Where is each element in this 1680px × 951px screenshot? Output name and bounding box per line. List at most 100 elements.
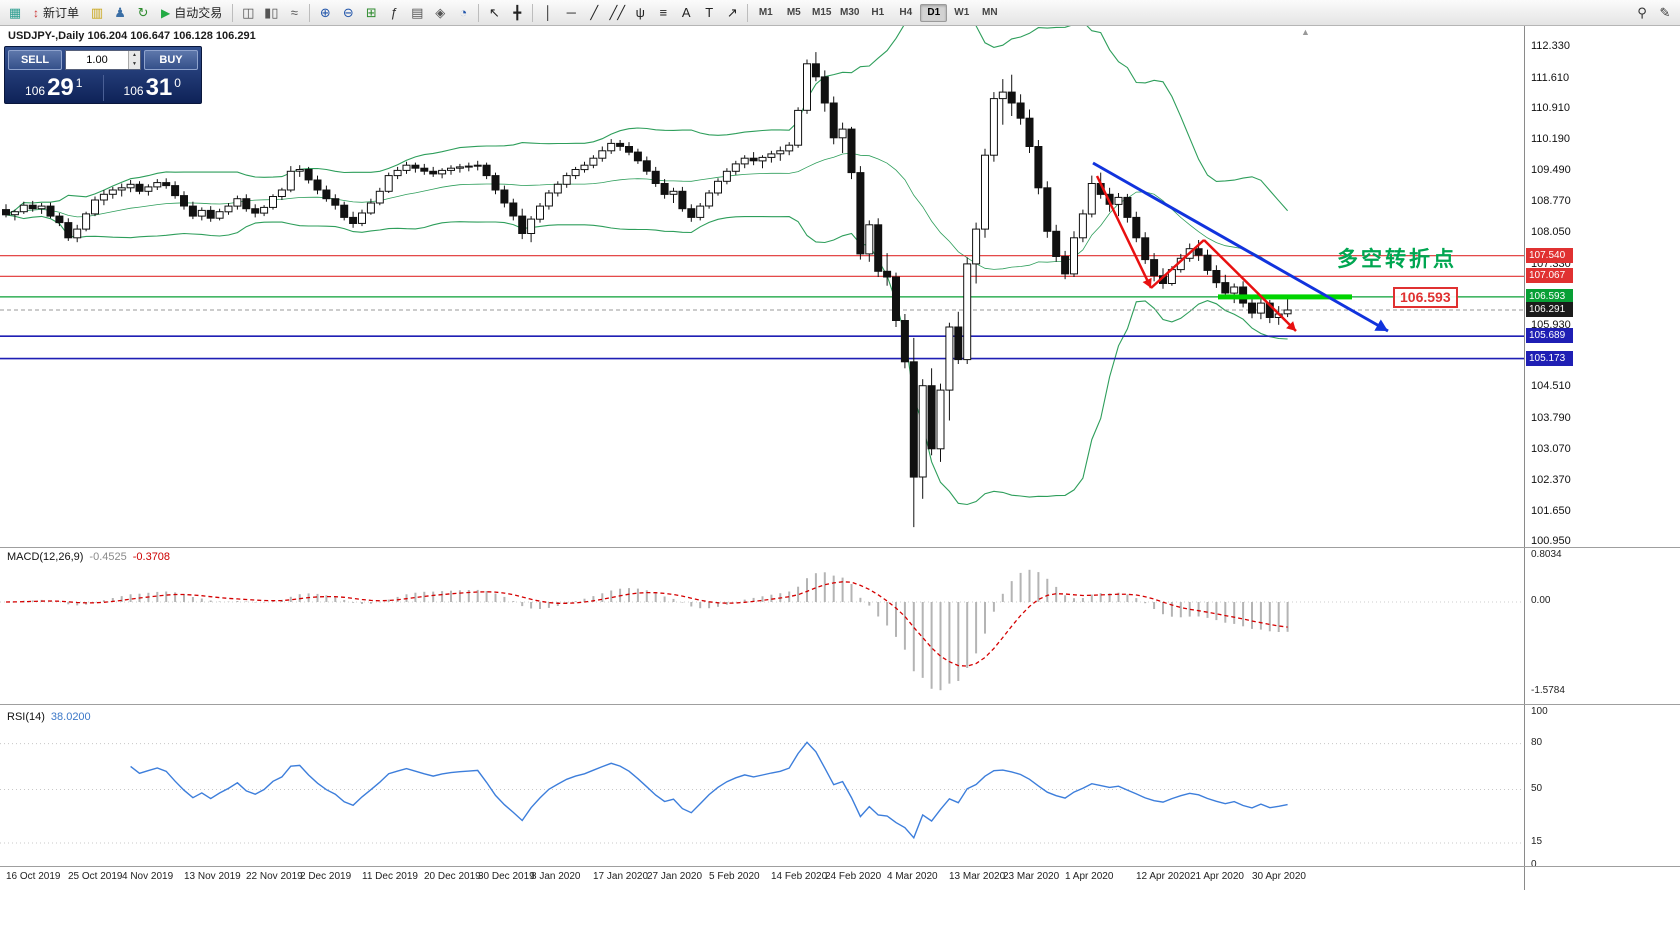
turning-point-annotation[interactable]: 多空转折点	[1337, 248, 1457, 271]
rsi-name: RSI(14)	[7, 711, 45, 723]
new-order-button[interactable]: ↕ 新订单	[27, 3, 85, 23]
auto-trading-button[interactable]: ▶ 自动交易	[155, 3, 228, 23]
buy-price[interactable]: 106 31 0	[104, 73, 202, 101]
zoom-in-icon[interactable]: ⊕	[319, 4, 331, 20]
rsi-scale-label: 15	[1531, 836, 1543, 847]
data-window-icon[interactable]: ▤	[411, 4, 424, 20]
search-icon[interactable]: ⚲	[1637, 4, 1647, 20]
rsi-value: 38.0200	[50, 711, 91, 723]
chart-window-icon[interactable]: ▦	[8, 4, 22, 20]
date-label: 16 Oct 2019	[6, 871, 61, 882]
macd-histogram	[13, 569, 1289, 691]
panel-separator[interactable]	[0, 866, 1680, 867]
cursor-icon[interactable]: ↖	[488, 4, 500, 20]
price-level-label[interactable]: 106.593	[1393, 287, 1458, 308]
date-label: 4 Mar 2020	[887, 871, 938, 882]
period-icon[interactable]: ◔	[459, 5, 468, 20]
price-tick-label: 103.790	[1531, 412, 1571, 424]
price-tag-107.067: 107.067	[1526, 268, 1573, 283]
macd-indicator-label: MACD(12,26,9) -0.4525 -0.3708	[7, 551, 170, 563]
date-label: 30 Apr 2020	[1252, 871, 1306, 882]
time-axis[interactable]: 16 Oct 2019 25 Oct 2019 4 Nov 2019 13 Nov 2…	[0, 867, 1524, 890]
vertical-line-icon[interactable]: │	[544, 5, 553, 20]
fibonacci-icon[interactable]: ≡	[659, 5, 668, 20]
profiles-icon[interactable]: ♟	[114, 4, 126, 20]
date-label: 1 Apr 2020	[1065, 871, 1114, 882]
auto-trading-label: 自动交易	[174, 6, 223, 20]
timeframe-h1-button[interactable]: H1	[871, 7, 885, 18]
red-swing-arrow-3[interactable]	[1203, 239, 1297, 332]
price-tick-label: 104.510	[1531, 380, 1571, 392]
timeframe-mn-button[interactable]: MN	[981, 7, 998, 18]
rsi-scale-label: 100	[1531, 706, 1548, 717]
date-label: 25 Oct 2019	[68, 871, 123, 882]
buy-price-small: 106	[123, 83, 144, 98]
volume-down-button[interactable]: ▼	[129, 60, 140, 69]
timeframe-m15-button[interactable]: M15	[812, 7, 832, 18]
arrows-icon[interactable]: ↗	[726, 4, 738, 20]
timeframe-w1-button[interactable]: W1	[954, 7, 970, 18]
panel-separator[interactable]	[0, 547, 1680, 548]
timeframe-m1-button[interactable]: M1	[758, 7, 773, 18]
date-label: 23 Mar 2020	[1003, 871, 1060, 882]
toolbar-separator	[232, 3, 234, 22]
new-order-label: 新订单	[43, 6, 80, 20]
sell-price-small: 106	[25, 83, 46, 98]
bollinger-lower-band	[5, 214, 1288, 506]
date-label: 2 Dec 2019	[300, 871, 352, 882]
date-label: 14 Feb 2020	[771, 871, 828, 882]
trade-panel-divider	[102, 74, 104, 101]
bar-chart-icon[interactable]: ◫	[242, 4, 255, 20]
timeframe-h4-button[interactable]: H4	[899, 7, 913, 18]
price-tag-107.540: 107.540	[1526, 248, 1573, 263]
timeframe-m30-button[interactable]: M30	[840, 7, 860, 18]
chart-title: USDJPY-,Daily 106.204 106.647 106.128 10…	[8, 30, 256, 42]
buy-button-label: BUY	[159, 54, 183, 66]
volume-input[interactable]: 1.00 ▲ ▼	[65, 50, 141, 70]
buy-button[interactable]: BUY	[144, 50, 198, 70]
text-label-icon[interactable]: T	[705, 5, 714, 20]
price-tag-106.593: 106.593	[1526, 289, 1573, 304]
tile-windows-icon[interactable]: ⊞	[365, 4, 377, 20]
red-swing-arrow-2[interactable]	[1150, 239, 1205, 289]
macd-main-value: -0.4525	[89, 551, 127, 563]
volume-up-button[interactable]: ▲	[129, 51, 140, 60]
timeframe-d1-button[interactable]: D1	[920, 3, 948, 22]
sell-price[interactable]: 106 29 1	[5, 74, 103, 101]
buy-price-big: 31	[145, 73, 173, 101]
rsi-panel[interactable]	[0, 708, 1524, 866]
main-chart[interactable]	[0, 26, 1524, 547]
panel-separator[interactable]	[0, 704, 1680, 705]
macd-panel[interactable]	[0, 548, 1524, 702]
downtrend-arrow-trendline[interactable]	[1092, 161, 1389, 333]
zoom-out-icon[interactable]: ⊖	[342, 4, 354, 20]
red-swing-arrow-1[interactable]	[1095, 175, 1153, 289]
pitchfork-icon[interactable]: ψ	[635, 5, 645, 20]
crosshair-icon[interactable]: ╋	[513, 4, 522, 20]
buy-price-sup: 0	[174, 75, 181, 90]
date-label: 27 Jan 2020	[647, 871, 703, 882]
new-window-icon[interactable]: ✎	[1659, 4, 1671, 20]
price-tick-label: 100.950	[1531, 535, 1571, 547]
text-icon[interactable]: A	[681, 5, 691, 20]
sell-button[interactable]: SELL	[8, 50, 62, 70]
volume-spinner: ▲ ▼	[128, 51, 140, 69]
indicators-icon[interactable]: ƒ	[390, 5, 398, 20]
line-chart-icon[interactable]: ≈	[290, 5, 298, 20]
candlestick-chart-icon[interactable]: ▮▯	[264, 4, 279, 20]
bollinger-upper-band	[5, 26, 1289, 216]
refresh-icon[interactable]: ↻	[137, 4, 149, 20]
new-order-icon: ↕	[33, 5, 39, 20]
new-chart-icon[interactable]: ▥	[90, 4, 104, 20]
horizontal-line-icon[interactable]: ─	[566, 5, 576, 20]
date-label: 30 Dec 2019	[478, 871, 535, 882]
trendline-icon[interactable]: ╱	[590, 4, 599, 20]
navigator-icon[interactable]: ◈	[435, 4, 446, 20]
rsi-scale-label: 0	[1531, 859, 1537, 870]
support-zone-segment[interactable]	[1218, 294, 1352, 300]
price-axis[interactable]: 112.330 111.610 110.910 110.190 109.490 108.7…	[1524, 26, 1680, 890]
toolbar-separator	[478, 3, 480, 22]
macd-scale-label: -1.5784	[1531, 685, 1565, 696]
channel-icon[interactable]: ╱╱	[609, 4, 626, 20]
timeframe-m5-button[interactable]: M5	[786, 7, 801, 18]
